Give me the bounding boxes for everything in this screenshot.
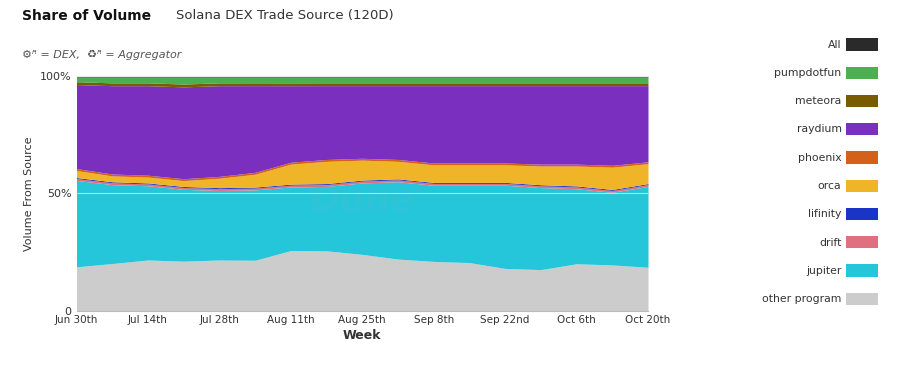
Text: other program: other program <box>762 294 842 304</box>
Text: All: All <box>828 40 842 49</box>
Text: ⚙ᴿ = DEX,  ♻ᴿ = Aggregator: ⚙ᴿ = DEX, ♻ᴿ = Aggregator <box>22 50 182 60</box>
Text: Solana DEX Trade Source (120D): Solana DEX Trade Source (120D) <box>176 9 393 22</box>
Text: orca: orca <box>818 181 842 191</box>
Text: Share of Volume: Share of Volume <box>22 9 151 23</box>
Text: raydium: raydium <box>796 125 842 134</box>
Text: meteora: meteora <box>796 96 842 106</box>
Text: jupiter: jupiter <box>806 266 842 276</box>
Text: phoenix: phoenix <box>798 153 842 163</box>
Text: lifinity: lifinity <box>808 209 842 219</box>
Text: drift: drift <box>819 238 842 247</box>
X-axis label: Week: Week <box>343 329 382 342</box>
Text: Dune: Dune <box>310 183 415 218</box>
Y-axis label: Volume From Source: Volume From Source <box>24 136 34 251</box>
Text: pumpdotfun: pumpdotfun <box>774 68 842 78</box>
